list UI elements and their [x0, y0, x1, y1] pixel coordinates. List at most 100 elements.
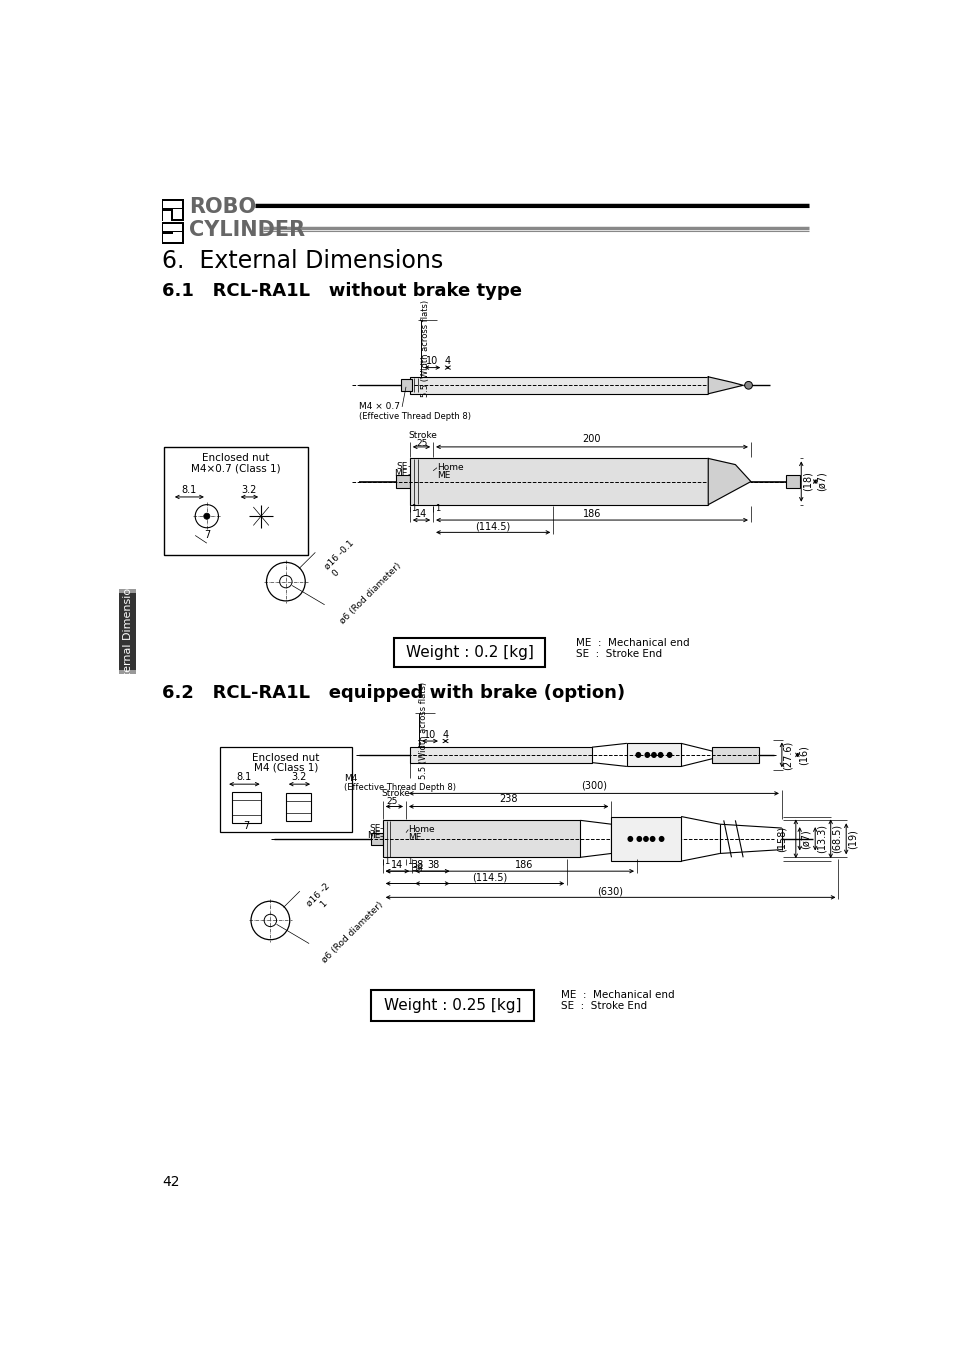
Text: 1: 1 [384, 857, 389, 865]
Text: ME  :  Mechanical end: ME : Mechanical end [576, 637, 689, 648]
Text: 5.5 (Width across flats): 5.5 (Width across flats) [418, 682, 427, 779]
Text: 6.  External Dimensions: 6. External Dimensions [162, 248, 442, 273]
Text: 186: 186 [582, 509, 600, 518]
Bar [611, 817, 680, 861]
Text: (27.6): (27.6) [782, 740, 792, 770]
Bar [119, 593, 136, 670]
Text: 4: 4 [444, 355, 451, 366]
Bar [286, 794, 311, 821]
Text: ø6 (Rod diameter): ø6 (Rod diameter) [338, 560, 403, 625]
Text: SE  :  Stroke End: SE : Stroke End [576, 648, 662, 659]
Text: Stroke: Stroke [381, 788, 410, 798]
Bar [371, 990, 534, 1021]
Text: 8.1: 8.1 [182, 485, 197, 495]
Bar [232, 792, 261, 822]
Bar [394, 637, 545, 667]
Bar [711, 747, 758, 763]
Polygon shape [707, 377, 742, 394]
Text: Stroke: Stroke [408, 431, 436, 440]
Text: (158): (158) [776, 826, 786, 852]
Text: CYLINDER: CYLINDER [189, 220, 305, 240]
Text: (ø7): (ø7) [801, 829, 810, 849]
Text: SE: SE [369, 824, 380, 833]
Text: Home: Home [436, 463, 463, 472]
Text: ME: ME [436, 471, 450, 479]
Text: ME: ME [394, 470, 407, 478]
Bar [163, 235, 182, 242]
Text: ● ●●● ●: ● ●●● ● [627, 834, 664, 844]
Text: (18): (18) [801, 471, 812, 491]
Text: 4: 4 [442, 730, 448, 740]
Text: (19): (19) [846, 829, 857, 849]
Text: 3.2: 3.2 [241, 485, 257, 495]
Text: ME: ME [367, 832, 380, 840]
Text: SE: SE [395, 462, 407, 471]
Text: Enclosed nut: Enclosed nut [252, 753, 319, 763]
Text: Home: Home [408, 825, 435, 834]
Text: 6. External Dimensions: 6. External Dimensions [123, 575, 132, 703]
Text: M4×0.7 (Class 1): M4×0.7 (Class 1) [191, 463, 280, 474]
Text: (300): (300) [580, 780, 606, 791]
Bar [172, 232, 182, 242]
Text: ● ●●● ●: ● ●●● ● [635, 751, 672, 760]
Text: (630): (630) [597, 886, 623, 896]
Text: M4 × 0.7: M4 × 0.7 [359, 402, 400, 412]
Text: 1: 1 [407, 857, 413, 865]
Text: 200: 200 [582, 435, 600, 444]
Text: (Effective Thread Depth 8): (Effective Thread Depth 8) [359, 412, 471, 421]
Bar [162, 198, 183, 220]
Bar [626, 744, 680, 767]
Text: SE  :  Stroke End: SE : Stroke End [560, 1000, 646, 1011]
Text: 7: 7 [204, 531, 210, 540]
Text: M4: M4 [344, 774, 357, 783]
Text: 25: 25 [416, 439, 427, 448]
Bar [163, 201, 182, 208]
Text: M4 (Class 1): M4 (Class 1) [253, 763, 317, 774]
Text: Weight : 0.25 [kg]: Weight : 0.25 [kg] [383, 998, 520, 1012]
Text: 7: 7 [243, 821, 250, 830]
Text: ø6 (Rod diameter): ø6 (Rod diameter) [320, 899, 385, 964]
Text: (ø7): (ø7) [816, 471, 825, 491]
Text: 42: 42 [162, 1176, 179, 1189]
Circle shape [204, 513, 210, 520]
Text: Weight : 0.2 [kg]: Weight : 0.2 [kg] [405, 645, 533, 660]
Bar [164, 447, 307, 555]
Text: 10: 10 [426, 355, 438, 366]
Text: 6.1   RCL-RA1L   without brake type: 6.1 RCL-RA1L without brake type [162, 282, 521, 300]
Text: 14: 14 [391, 860, 403, 869]
Text: 25: 25 [386, 798, 397, 806]
Text: (114.5): (114.5) [472, 872, 507, 883]
Text: 3.2: 3.2 [292, 772, 307, 782]
Text: 14: 14 [415, 509, 427, 518]
Text: 238: 238 [499, 794, 517, 803]
Text: 10: 10 [423, 730, 436, 740]
Text: (114.5): (114.5) [475, 521, 510, 531]
Bar [220, 747, 352, 832]
Bar [395, 475, 410, 489]
Text: 38: 38 [411, 860, 423, 869]
Bar [163, 211, 171, 220]
Bar [119, 670, 136, 674]
Bar [400, 379, 412, 391]
Text: 5.5 (Width across flats): 5.5 (Width across flats) [420, 300, 430, 397]
Polygon shape [707, 459, 750, 505]
Circle shape [744, 382, 752, 389]
Bar [162, 221, 183, 243]
Text: 38: 38 [427, 860, 438, 869]
Text: 6.2   RCL-RA1L   equipped with brake (option): 6.2 RCL-RA1L equipped with brake (option… [162, 684, 624, 702]
Bar [382, 821, 579, 857]
Bar [371, 833, 382, 845]
Bar [410, 377, 707, 394]
Bar [410, 747, 592, 763]
Bar [163, 224, 182, 231]
Text: 1: 1 [435, 504, 439, 513]
Text: ø16 -2
   1: ø16 -2 1 [305, 882, 339, 915]
Text: ME: ME [408, 833, 421, 842]
Text: 1: 1 [411, 504, 416, 513]
Bar [172, 209, 182, 219]
Text: 186: 186 [515, 860, 533, 869]
Text: Enclosed nut: Enclosed nut [202, 454, 269, 463]
Text: 34: 34 [411, 863, 423, 873]
Text: (Effective Thread Depth 8): (Effective Thread Depth 8) [344, 783, 456, 791]
Text: (16): (16) [798, 745, 808, 765]
